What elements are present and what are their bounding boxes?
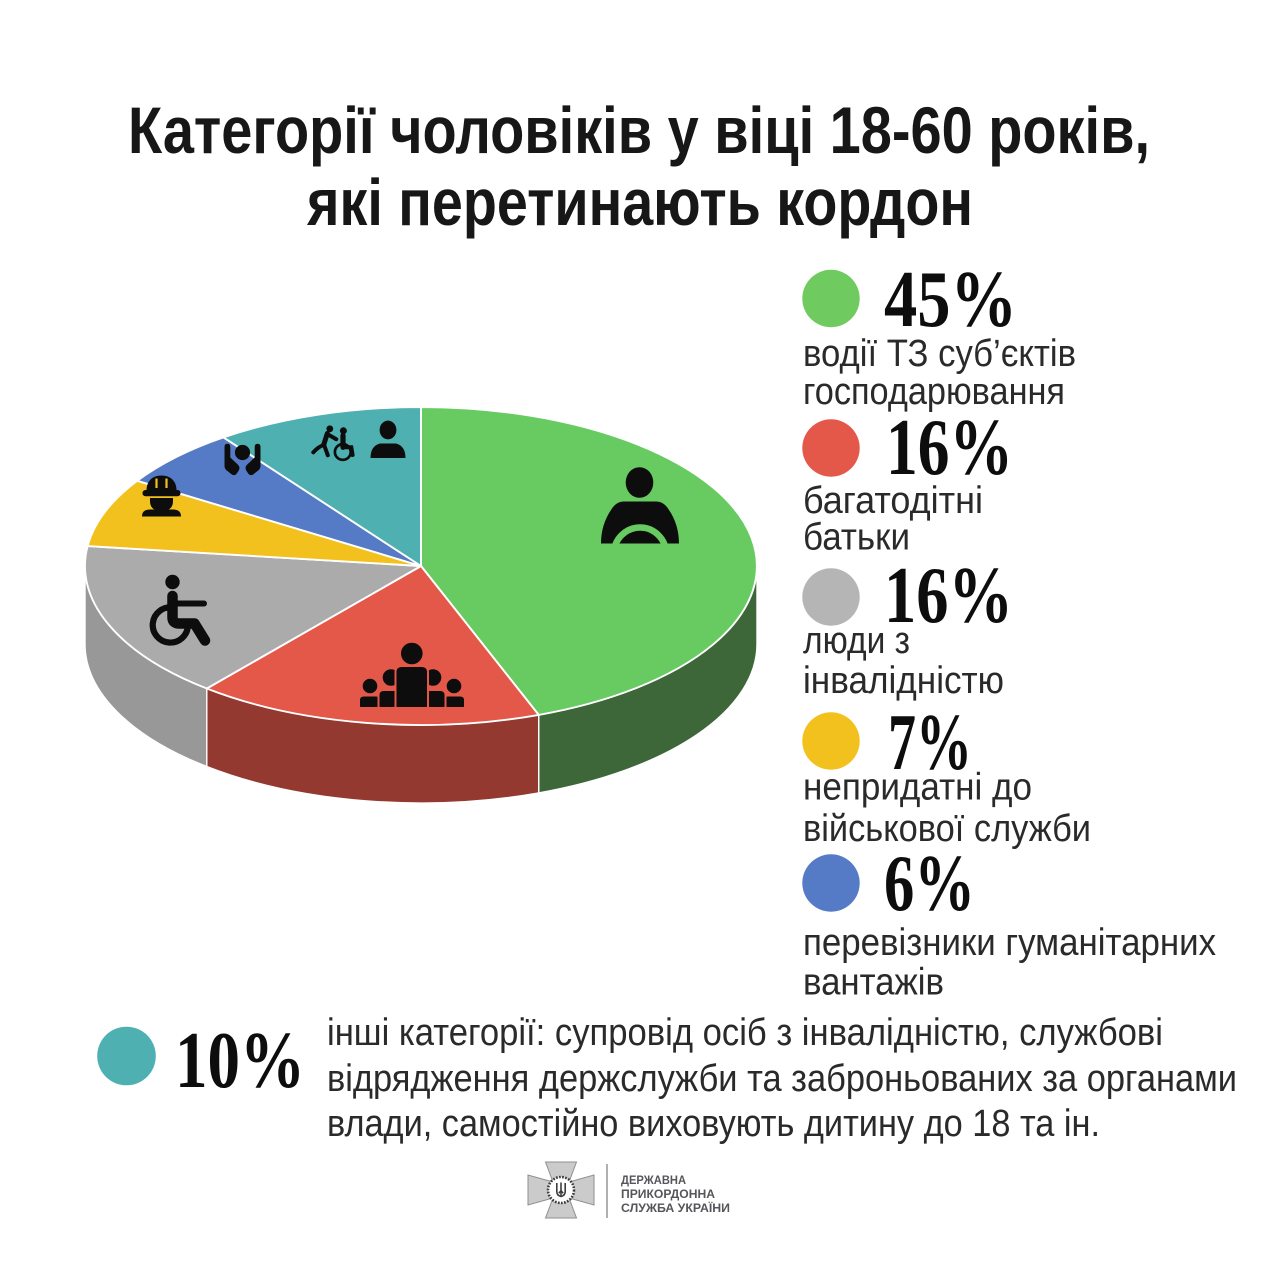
svg-text:влади, самостійно виховують ди: влади, самостійно виховують дитину до 18… xyxy=(327,1103,1100,1145)
svg-text:батьки: батьки xyxy=(803,517,910,559)
svg-text:Категорії чоловіків у віці 18-: Категорії чоловіків у віці 18-60 років, xyxy=(128,93,1150,167)
svg-text:інші категорії: супровід осіб: інші категорії: супровід осіб з інвалідн… xyxy=(327,1012,1163,1054)
svg-text:вантажів: вантажів xyxy=(803,962,944,1004)
svg-text:7%: 7% xyxy=(888,699,972,787)
svg-text:інвалідністю: інвалідністю xyxy=(803,660,1004,702)
svg-text:перевізники гуманітарних: перевізники гуманітарних xyxy=(803,922,1216,964)
svg-text:10%: 10% xyxy=(175,1017,305,1105)
svg-text:6%: 6% xyxy=(884,840,975,928)
svg-text:військової служби: військової служби xyxy=(803,808,1091,850)
svg-text:відрядження держслужби та забр: відрядження держслужби та заброньованих … xyxy=(327,1058,1237,1100)
svg-text:господарювання: господарювання xyxy=(803,371,1065,413)
svg-text:непридатні до: непридатні до xyxy=(803,767,1032,809)
svg-text:16%: 16% xyxy=(886,404,1013,492)
svg-text:люди з: люди з xyxy=(803,620,910,662)
svg-text:багатодітні: багатодітні xyxy=(803,480,983,522)
svg-text:45%: 45% xyxy=(884,256,1017,344)
svg-text:ПРИКОРДОННА: ПРИКОРДОННА xyxy=(621,1188,716,1201)
svg-text:які перетинають кордон: які перетинають кордон xyxy=(306,165,973,239)
svg-text:ДЕРЖАВНА: ДЕРЖАВНА xyxy=(621,1174,687,1187)
svg-text:СЛУЖБА УКРАЇНИ: СЛУЖБА УКРАЇНИ xyxy=(621,1202,730,1215)
svg-text:16%: 16% xyxy=(884,552,1013,640)
svg-text:водії ТЗ суб’єктів: водії ТЗ суб’єктів xyxy=(803,333,1076,375)
